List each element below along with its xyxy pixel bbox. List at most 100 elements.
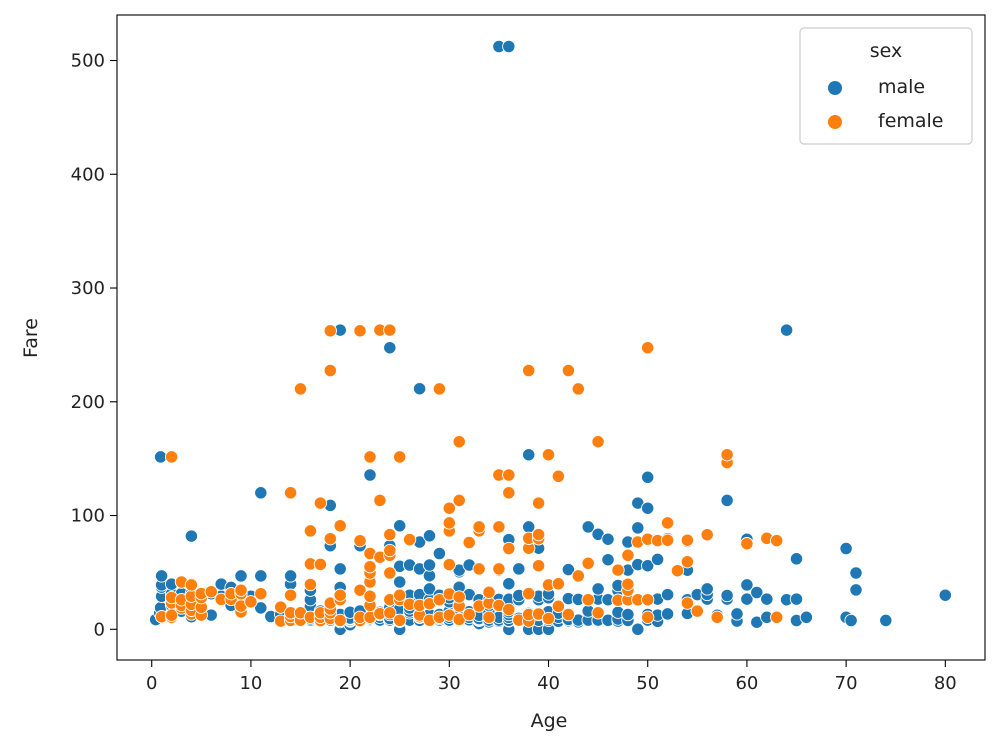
data-point-male-105: [363, 468, 377, 482]
points-layer: [149, 39, 952, 636]
legend-box: [799, 27, 973, 145]
legend: sex male female: [799, 27, 973, 145]
data-point-male-327: [740, 592, 754, 606]
data-point-male-148: [412, 382, 427, 396]
data-point-female-122: [502, 602, 516, 617]
data-point-male-37: [234, 569, 248, 583]
data-point-female-67: [363, 589, 377, 603]
data-point-female-96: [432, 593, 447, 607]
data-point-female-56: [333, 613, 347, 628]
y-axis-title: Fare: [20, 318, 42, 358]
x-tick-label-0: 0: [146, 673, 157, 694]
data-point-female-81: [383, 543, 397, 558]
x-tick-label-30: 30: [438, 673, 461, 694]
data-point-female-107: [452, 493, 466, 508]
data-point-male-337: [779, 323, 794, 337]
data-point-male-157: [422, 558, 437, 572]
data-point-female-87: [393, 450, 407, 464]
data-point-male-237: [522, 448, 536, 462]
x-axis-title: Age: [531, 710, 568, 732]
data-point-male-324: [720, 493, 734, 508]
data-point-female-138: [541, 611, 556, 626]
y-tick-label-100: 100: [71, 506, 105, 527]
data-point-female-41: [303, 577, 318, 592]
data-point-female-156: [621, 577, 635, 591]
data-point-female-70: [363, 560, 377, 574]
data-point-male-293: [631, 622, 645, 636]
data-point-female-165: [660, 533, 675, 547]
data-point-male-158: [422, 529, 437, 543]
data-point-male-302: [641, 501, 655, 515]
data-point-male-278: [601, 553, 615, 567]
y-axis-ticks: 0 100 200 300 400 500: [71, 51, 117, 640]
data-point-female-178: [770, 610, 784, 624]
data-point-male-343: [839, 541, 853, 556]
data-point-male-269: [581, 520, 595, 534]
data-point-male-121: [383, 341, 397, 355]
data-point-female-14: [184, 578, 199, 592]
data-point-female-169: [680, 555, 695, 569]
data-point-female-27: [244, 595, 258, 609]
x-tick-label-10: 10: [239, 673, 262, 694]
data-point-female-47: [313, 557, 328, 572]
data-point-female-171: [690, 604, 704, 618]
legend-title: sex: [870, 40, 903, 62]
data-point-female-147: [571, 382, 585, 396]
data-point-male-340: [789, 552, 804, 566]
data-point-female-167: [670, 564, 685, 578]
data-point-male-6: [154, 569, 169, 583]
data-point-male-308: [660, 607, 675, 621]
data-point-female-173: [710, 610, 724, 624]
data-point-female-28: [254, 587, 268, 601]
data-point-male-50: [283, 569, 298, 583]
data-point-female-123: [502, 541, 516, 556]
data-point-female-5: [164, 450, 179, 464]
data-point-female-117: [482, 585, 496, 599]
data-point-male-130: [393, 575, 407, 589]
data-point-male-288: [621, 607, 635, 622]
data-point-female-43: [303, 524, 318, 538]
data-point-female-142: [551, 577, 566, 591]
x-axis-ticks: 0 10 20 30 40 50 60 70 80: [146, 660, 957, 694]
legend-label-male: male: [878, 76, 925, 98]
plot-frame: [116, 14, 986, 661]
data-point-female-124: [502, 486, 516, 500]
data-point-female-148: [581, 593, 595, 607]
data-point-female-108: [452, 435, 466, 449]
data-point-female-144: [561, 607, 576, 622]
data-point-male-84: [333, 562, 347, 576]
data-point-male-155: [422, 582, 437, 596]
data-point-female-149: [581, 556, 595, 570]
data-point-male-328: [740, 578, 754, 592]
data-point-female-129: [522, 586, 536, 601]
data-point-male-43: [254, 486, 268, 500]
data-point-male-24: [184, 529, 199, 543]
data-point-female-54: [323, 363, 337, 378]
data-point-female-55: [323, 324, 337, 338]
data-point-female-84: [393, 613, 407, 627]
data-point-female-168: [680, 596, 695, 610]
data-point-female-89: [402, 532, 417, 547]
data-point-female-170: [680, 533, 695, 547]
y-tick-label-0: 0: [94, 619, 105, 640]
data-point-male-323: [720, 588, 734, 603]
data-point-female-19: [204, 585, 218, 599]
data-point-female-119: [492, 562, 506, 576]
data-point-male-261: [561, 562, 576, 577]
data-point-female-39: [293, 382, 308, 396]
data-point-female-35: [283, 486, 298, 500]
data-point-male-132: [393, 519, 407, 533]
data-point-female-137: [531, 496, 546, 510]
data-point-female-175: [720, 448, 734, 462]
data-point-male-301: [641, 559, 655, 573]
data-point-female-59: [333, 519, 347, 533]
data-point-female-166: [660, 516, 675, 530]
data-point-female-106: [452, 590, 466, 604]
data-point-female-102: [442, 516, 456, 530]
data-point-male-344: [844, 613, 858, 628]
data-point-female-115: [482, 610, 496, 624]
data-point-female-110: [462, 535, 476, 550]
data-point-male-307: [650, 552, 665, 567]
data-point-female-140: [541, 448, 556, 462]
